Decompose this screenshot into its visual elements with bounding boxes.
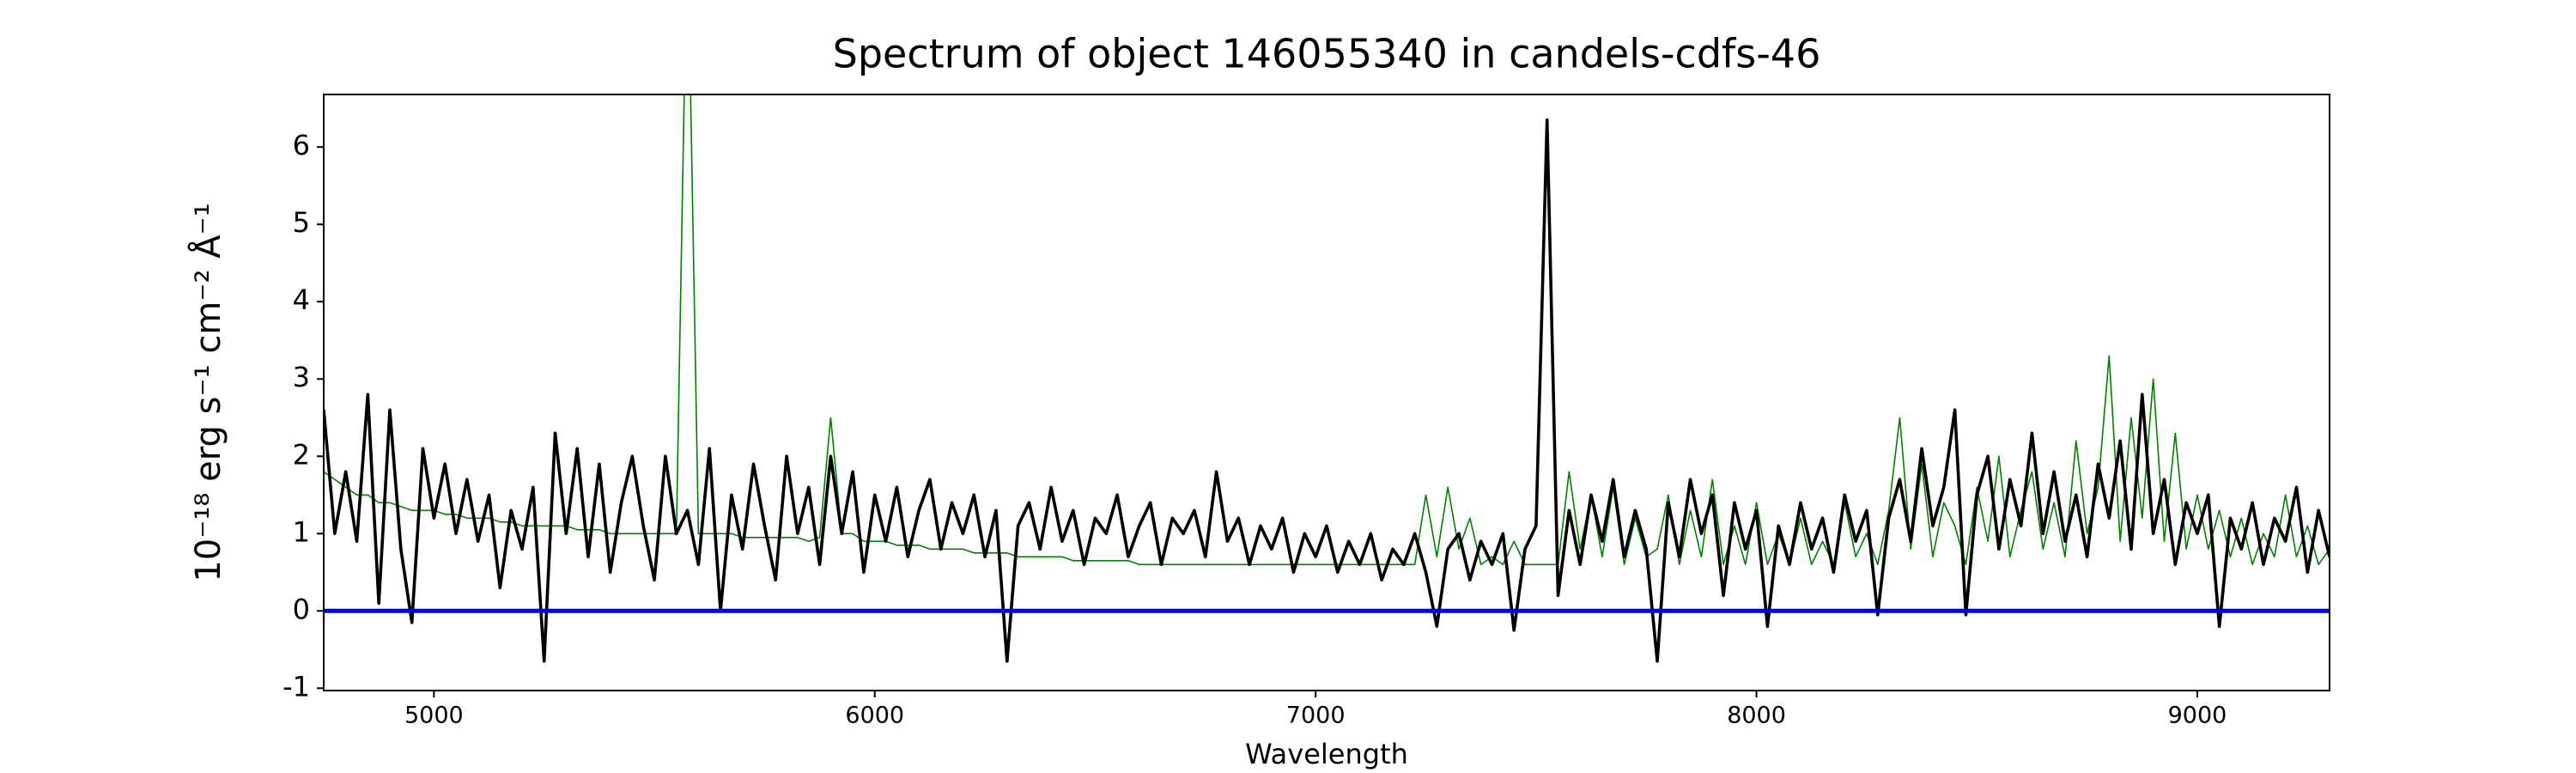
x-tick-label: 7000 [1286, 703, 1346, 729]
y-tick-label: 1 [293, 515, 310, 548]
y-tick-label: 5 [293, 206, 310, 239]
y-tick-label: 3 [293, 361, 310, 393]
y-tick-label: 6 [293, 129, 310, 161]
y-tick-label: 0 [293, 593, 310, 625]
y-tick-label: 2 [293, 438, 310, 471]
plot-area [324, 94, 2330, 663]
spectrum-line [324, 118, 2330, 663]
y-axis-label: 10⁻¹⁸ erg s⁻¹ cm⁻² Å⁻¹ [187, 203, 228, 581]
x-tick-label: 5000 [404, 703, 464, 729]
y-tick-label: -1 [283, 670, 310, 703]
axes-frame [323, 94, 2330, 691]
x-axis-label: Wavelength [1245, 738, 1408, 770]
x-tick-label: 6000 [845, 703, 904, 729]
x-tick-label: 9000 [2168, 703, 2227, 729]
y-tick-label: 4 [293, 283, 310, 316]
x-tick-label: 8000 [1727, 703, 1786, 729]
chart-title: Spectrum of object 146055340 in candels-… [833, 31, 1821, 77]
